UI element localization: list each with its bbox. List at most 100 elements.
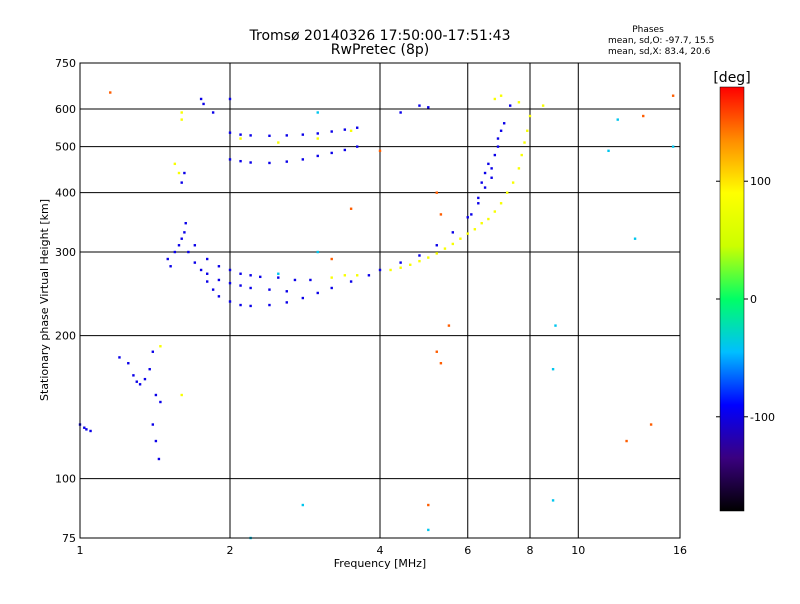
data-point [301,296,305,300]
data-point [343,128,347,131]
data-point [285,134,288,137]
data-point [378,268,382,272]
y-tick-labels: 750 600 500 400 300 200 100 75 [55,57,76,545]
y-tick-label: 200 [55,330,76,343]
data-point [343,148,347,152]
data-point [483,171,487,175]
data-point [505,191,509,194]
data-point [85,428,88,431]
data-point [249,286,252,290]
data-point [528,114,532,118]
data-point [180,237,183,240]
data-point [316,250,319,254]
data-point [166,257,169,261]
data-point [551,367,555,371]
data-point [490,176,493,179]
data-point [180,118,183,121]
data-point [511,181,515,184]
data-point [228,268,232,272]
data-point [496,137,500,140]
data-point [184,221,187,225]
data-point [285,160,288,163]
data-point [508,104,512,107]
x-axis-label: Frequency [MHz] [334,557,426,570]
data-point [607,149,610,153]
phase-stats-x: mean, sd,X: 83.4, 20.6 [608,47,711,57]
data-point [551,499,555,502]
data-point [409,263,412,266]
data-point [239,159,242,163]
data-point [517,101,521,104]
data-point [435,350,438,353]
data-point [217,295,221,298]
data-point [330,286,333,290]
data-point [301,158,305,161]
data-point [301,503,305,507]
data-point [173,162,177,166]
data-point [177,171,181,175]
chart-subtitle: RwPretec (8p) [331,42,429,58]
data-point [268,161,271,165]
colorbar-tick-label: -100 [750,411,775,424]
plot-frame [79,62,681,539]
data-point [109,91,112,94]
data-point [180,393,183,397]
y-tick-label: 75 [62,532,76,545]
data-point [89,429,92,433]
data-point [435,244,438,247]
x-tick-labels: 1 2 4 6 8 10 16 [77,544,688,557]
x-tick-label: 8 [527,544,534,557]
data-point [132,374,135,377]
data-point [154,439,158,443]
data-point [499,202,503,205]
data-point [466,232,469,235]
data-point [148,367,151,371]
data-point [151,350,155,353]
data-point [355,126,359,129]
data-point [671,94,675,97]
data-point [180,181,183,184]
data-point [151,423,155,426]
data-point [316,137,319,140]
data-point [239,133,242,136]
data-point [249,274,252,277]
data-point [487,217,490,221]
data-point [330,257,333,261]
data-point [83,426,86,429]
data-point [487,162,490,166]
data-point [316,291,319,295]
colorbar [719,86,745,512]
data-point [625,439,628,443]
data-point [239,272,242,275]
data-point [349,280,353,283]
data-point [159,345,162,348]
data-point [520,153,523,157]
data-point [127,362,130,365]
y-tick-label: 100 [55,473,76,486]
colorbar-tick-label: 100 [750,175,771,188]
data-point [499,94,503,97]
colorbar-label: [deg] [713,70,750,86]
x-tick-label: 4 [377,544,384,557]
data-point [259,275,262,279]
data-point [554,324,557,327]
data-point [480,221,483,225]
y-tick-label: 600 [55,103,76,116]
data-point [496,145,500,148]
y-tick-label: 500 [55,141,76,154]
data-point [157,457,161,461]
x-tick-label: 10 [571,544,585,557]
data-point [228,97,232,101]
data-point [523,141,526,144]
data-point [477,196,480,200]
data-points [78,91,675,540]
data-point [193,244,197,247]
data-point [470,213,473,216]
data-point [277,141,280,144]
data-point [239,284,242,287]
data-point [205,272,209,275]
colorbar-tick-label: 0 [750,293,757,306]
data-point [642,114,645,118]
data-point [418,259,421,263]
